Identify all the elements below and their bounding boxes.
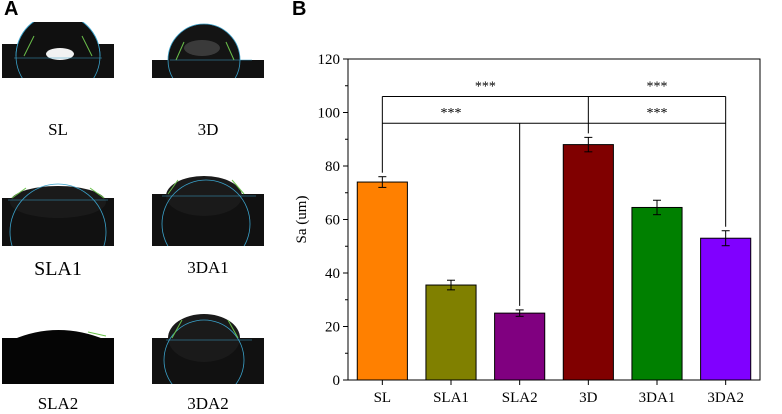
droplet-photo-sl — [2, 22, 114, 78]
photo-caption-3da2: 3DA2 — [187, 394, 229, 413]
droplet-photo-3d — [152, 22, 264, 78]
droplet-photo-sla1 — [2, 180, 114, 246]
x-tick-label-sl: SL — [374, 390, 392, 406]
y-tick-label: 60 — [325, 213, 340, 229]
bar-3d — [562, 144, 614, 381]
x-tick-label-3da1: 3DA1 — [639, 390, 676, 406]
y-tick-label: 40 — [325, 266, 340, 282]
x-tick-label-sla1: SLA1 — [433, 390, 469, 406]
photo-caption-3da1: 3DA1 — [187, 258, 229, 277]
sig-label: *** — [475, 79, 496, 94]
y-tick-label: 20 — [325, 320, 340, 336]
bar-3da1 — [631, 206, 683, 381]
bar-sla2 — [494, 312, 546, 381]
y-axis-label: Sa (um) — [294, 196, 310, 244]
y-tick-label: 80 — [325, 159, 340, 175]
bar-sla1 — [425, 284, 477, 381]
sa-bar-chart: 0 20 40 60 80 100 120 Sa (um) SL SLA1 SLA2 3D 3DA1 3D… — [294, 52, 761, 406]
x-tick-label-3d: 3D — [579, 390, 598, 406]
x-tick-label-sla2: SLA2 — [502, 390, 538, 406]
x-tick-label-3da2: 3DA2 — [707, 390, 744, 406]
y-tick-label: 0 — [333, 373, 341, 389]
sig-label: *** — [647, 79, 668, 94]
bar-sl — [356, 181, 408, 381]
panel-label-a: A — [4, 0, 19, 20]
bar-3da2 — [700, 237, 752, 381]
droplet-photo-sla2 — [2, 322, 114, 384]
droplet-photo-3da1 — [152, 172, 264, 246]
sig-label: *** — [441, 106, 462, 121]
photo-caption-sl: SL — [48, 120, 68, 139]
photo-caption-sla2: SLA2 — [37, 394, 79, 413]
panel-label-b: B — [292, 0, 307, 20]
y-tick-label: 100 — [318, 106, 341, 122]
photo-caption-3d: 3D — [197, 120, 219, 139]
plot-frame — [347, 58, 761, 381]
sig-label: *** — [647, 106, 668, 121]
droplet-photo-3da2 — [152, 310, 264, 384]
photo-caption-sla1: SLA1 — [34, 258, 82, 280]
y-tick-label: 120 — [318, 52, 341, 68]
